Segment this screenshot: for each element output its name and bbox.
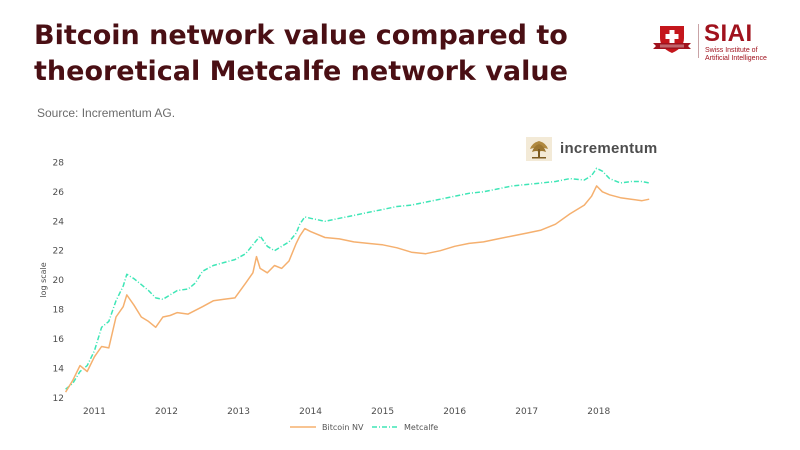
siai-logo: SIAI Swiss Institute of Artificial Intel… [648, 20, 778, 64]
brand-label: incrementum [560, 140, 658, 157]
y-tick-label: 18 [53, 306, 65, 316]
y-tick-label: 20 [53, 276, 65, 286]
legend-label-bitcoin: Bitcoin NV [322, 423, 364, 432]
incrementum-logo: incrementum [526, 137, 666, 163]
x-tick-label: 2016 [443, 407, 466, 417]
x-tick-label: 2014 [299, 407, 322, 417]
page-title: Bitcoin network value compared to theore… [34, 20, 568, 87]
y-axis-ticks: 12 14 16 18 20 22 24 26 28 [53, 158, 65, 404]
series-line-bitcoin-nv [64, 185, 650, 393]
y-tick-label: 24 [53, 217, 65, 227]
logo-divider [698, 24, 699, 58]
x-tick-label: 2018 [587, 407, 610, 417]
y-tick-label: 16 [53, 335, 65, 345]
y-tick-label: 28 [53, 158, 65, 168]
y-tick-label: 22 [53, 247, 64, 257]
incrementum-tree-icon [526, 137, 552, 161]
swiss-shield-icon [653, 26, 691, 53]
x-tick-label: 2013 [227, 407, 250, 417]
y-axis-label: log scale [39, 262, 48, 297]
y-tick-label: 12 [53, 394, 64, 404]
legend-label-metcalfe: Metcalfe [404, 423, 438, 432]
logo-name: SIAI [704, 20, 753, 47]
series-line-metcalfe [65, 167, 650, 390]
x-tick-label: 2012 [155, 407, 178, 417]
series-layer [64, 167, 650, 393]
x-axis-ticks: 2011 2012 2013 2014 2015 2016 2017 2018 [83, 407, 611, 417]
x-tick-label: 2017 [515, 407, 538, 417]
chart-legend: Bitcoin NV Metcalfe [290, 423, 438, 432]
logo-subtitle: Swiss Institute of Artificial Intelligen… [705, 47, 767, 62]
y-tick-label: 14 [53, 365, 65, 375]
x-tick-label: 2011 [83, 407, 106, 417]
x-tick-label: 2015 [371, 407, 394, 417]
source-note: Source: Incrementum AG. [37, 106, 176, 120]
y-tick-label: 26 [53, 188, 65, 198]
